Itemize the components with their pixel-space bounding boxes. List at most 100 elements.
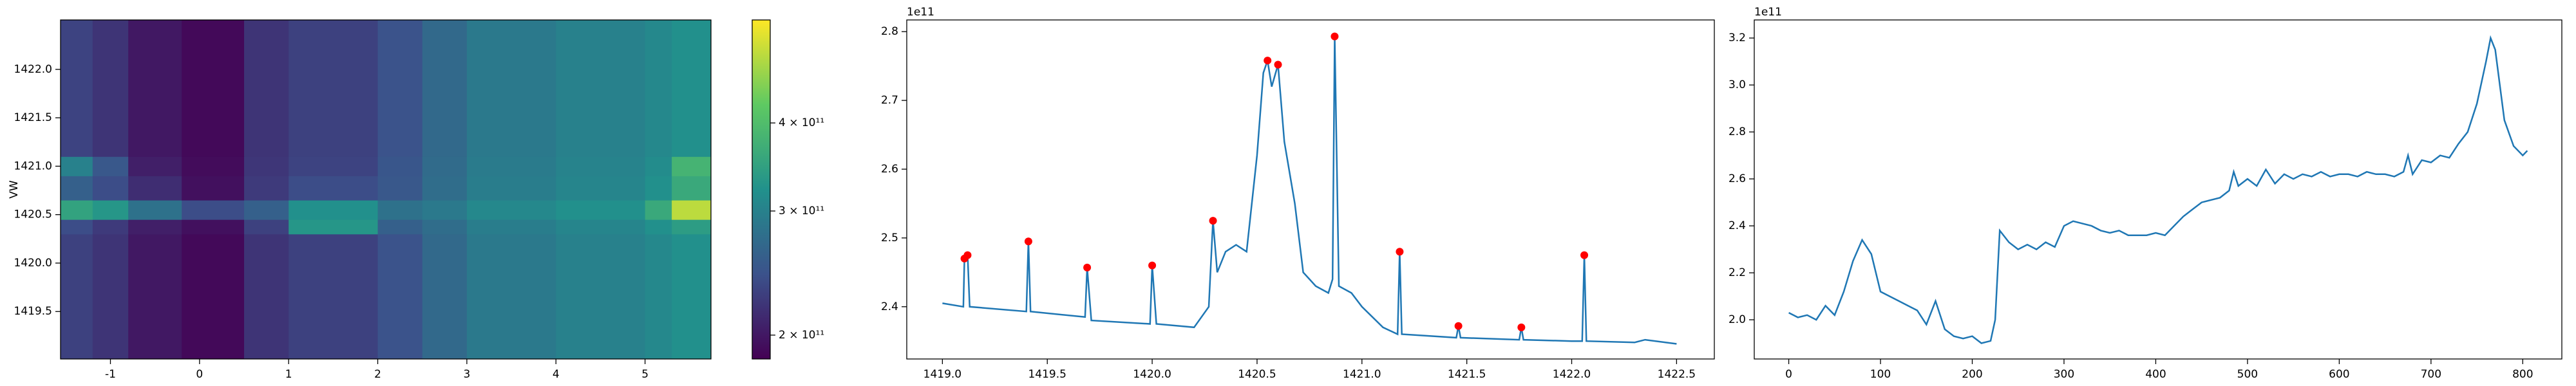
heatmap-cell: [61, 219, 93, 235]
x-tick-label: 1421.0: [1343, 368, 1381, 381]
heatmap-cell: [377, 156, 423, 176]
x-tick-label: 1421.5: [1448, 368, 1486, 381]
heatmap-cell: [422, 176, 468, 201]
colorbar-tick-label: 2 × 10¹¹: [779, 329, 824, 342]
heatmap-cell: [289, 176, 379, 201]
heatmap-cell: [377, 200, 423, 220]
line-series: [942, 36, 1677, 345]
heatmap-cell: [244, 176, 289, 201]
heatmap-cell: [244, 200, 289, 220]
heatmap-cell: [422, 20, 468, 157]
y-tick-label: 2.8: [1728, 125, 1746, 138]
heatmap-cell: [92, 234, 129, 360]
x-tick-label: 5: [641, 368, 649, 381]
heatmap-cell: [377, 20, 423, 157]
heatmap-cell: [289, 219, 379, 235]
y-tick-label: 2.5: [881, 232, 898, 244]
heatmap-cell: [672, 234, 712, 360]
heatmap-cell: [672, 156, 712, 176]
y-tick-label: 2.8: [881, 25, 898, 38]
x-tick-label: 300: [2054, 368, 2074, 381]
heatmap-cell: [556, 20, 646, 157]
heatmap-cell: [645, 200, 672, 220]
heatmap-cell: [645, 156, 672, 176]
y-tick-label: 1420.0: [14, 257, 52, 270]
x-tick-label: 3: [463, 368, 470, 381]
heatmap-cell: [244, 20, 289, 157]
heatmap-cell: [422, 200, 468, 220]
y-tick-label: 2.7: [881, 94, 898, 107]
heatmap-cell: [182, 234, 245, 360]
heatmap-cell: [377, 219, 423, 235]
x-tick-label: 1419.5: [1028, 368, 1066, 381]
heatmap-cell: [92, 200, 129, 220]
heatmap-cell: [244, 234, 289, 360]
y-tick-label: 2.6: [881, 163, 898, 176]
heatmap-cell: [556, 219, 646, 235]
axes-frame: [60, 19, 712, 360]
peak-marker: [1209, 217, 1217, 225]
x-tick-label: 1420.0: [1133, 368, 1171, 381]
x-tick-label: 500: [2237, 368, 2258, 381]
heatmap-cell: [377, 176, 423, 201]
heatmap-cell: [556, 176, 646, 201]
x-tick-label: 1: [285, 368, 292, 381]
heatmap-cell: [182, 176, 245, 201]
heatmap-cell: [182, 219, 245, 235]
heatmap-cell: [92, 219, 129, 235]
heatmap-cell: [672, 200, 712, 220]
heatmap-cell: [61, 176, 93, 201]
heatmap-cell: [128, 20, 182, 157]
x-tick-label: 0: [196, 368, 203, 381]
y-tick-label: 3.2: [1728, 32, 1746, 44]
heatmap-cell: [466, 156, 556, 176]
peak-marker: [1024, 237, 1032, 246]
line-series: [1788, 35, 2528, 344]
x-tick-label: 1422.5: [1658, 368, 1696, 381]
heatmap-cell: [672, 219, 712, 235]
peak-marker: [1274, 60, 1282, 69]
heatmap-cell: [422, 234, 468, 360]
heatmap-cell: [645, 219, 672, 235]
heatmap-cell: [128, 200, 182, 220]
x-tick-label: 2: [374, 368, 381, 381]
y-tick-label: 2.4: [881, 300, 898, 313]
x-tick-label: 1420.5: [1238, 368, 1276, 381]
peak-marker: [1396, 248, 1404, 256]
x-tick-label: 100: [1870, 368, 1891, 381]
heatmap-cell: [422, 219, 468, 235]
y-tick-label: 1422.0: [14, 63, 52, 76]
heatmap-cell: [556, 200, 646, 220]
heatmap-cell: [244, 219, 289, 235]
heatmap-cell: [61, 156, 93, 176]
heatmap-cell: [61, 234, 93, 360]
heatmap-cell: [466, 219, 556, 235]
y-tick-label: 2.6: [1728, 172, 1746, 185]
x-tick-label: 0: [1785, 368, 1792, 381]
heatmap-cell: [466, 20, 556, 157]
peak-marker: [1148, 261, 1157, 270]
y-tick-label: 2.4: [1728, 219, 1746, 232]
heatmap-cell: [61, 200, 93, 220]
y-tick-label: 2.2: [1728, 266, 1746, 279]
heatmap-cell: [422, 156, 468, 176]
heatmap-cell: [645, 234, 672, 360]
y-tick-label: 1419.5: [14, 305, 52, 318]
heatmap-cell: [61, 20, 93, 157]
heatmap-cell: [182, 20, 245, 157]
heatmap-cell: [128, 234, 182, 360]
colorbar: [752, 19, 771, 360]
x-tick-label: 4: [553, 368, 560, 381]
x-tick-label: 200: [1962, 368, 1982, 381]
heatmap-cell: [556, 156, 646, 176]
peak-marker: [1454, 322, 1463, 330]
peak-marker: [963, 251, 972, 259]
heatmap-cell: [645, 176, 672, 201]
x-tick-label: 1419.0: [923, 368, 961, 381]
heatmap-cell: [244, 156, 289, 176]
peak-marker: [1083, 263, 1092, 271]
y-tick-label: 2.0: [1728, 313, 1746, 326]
peak-marker: [1264, 57, 1272, 65]
heatmap-cell: [645, 20, 672, 157]
